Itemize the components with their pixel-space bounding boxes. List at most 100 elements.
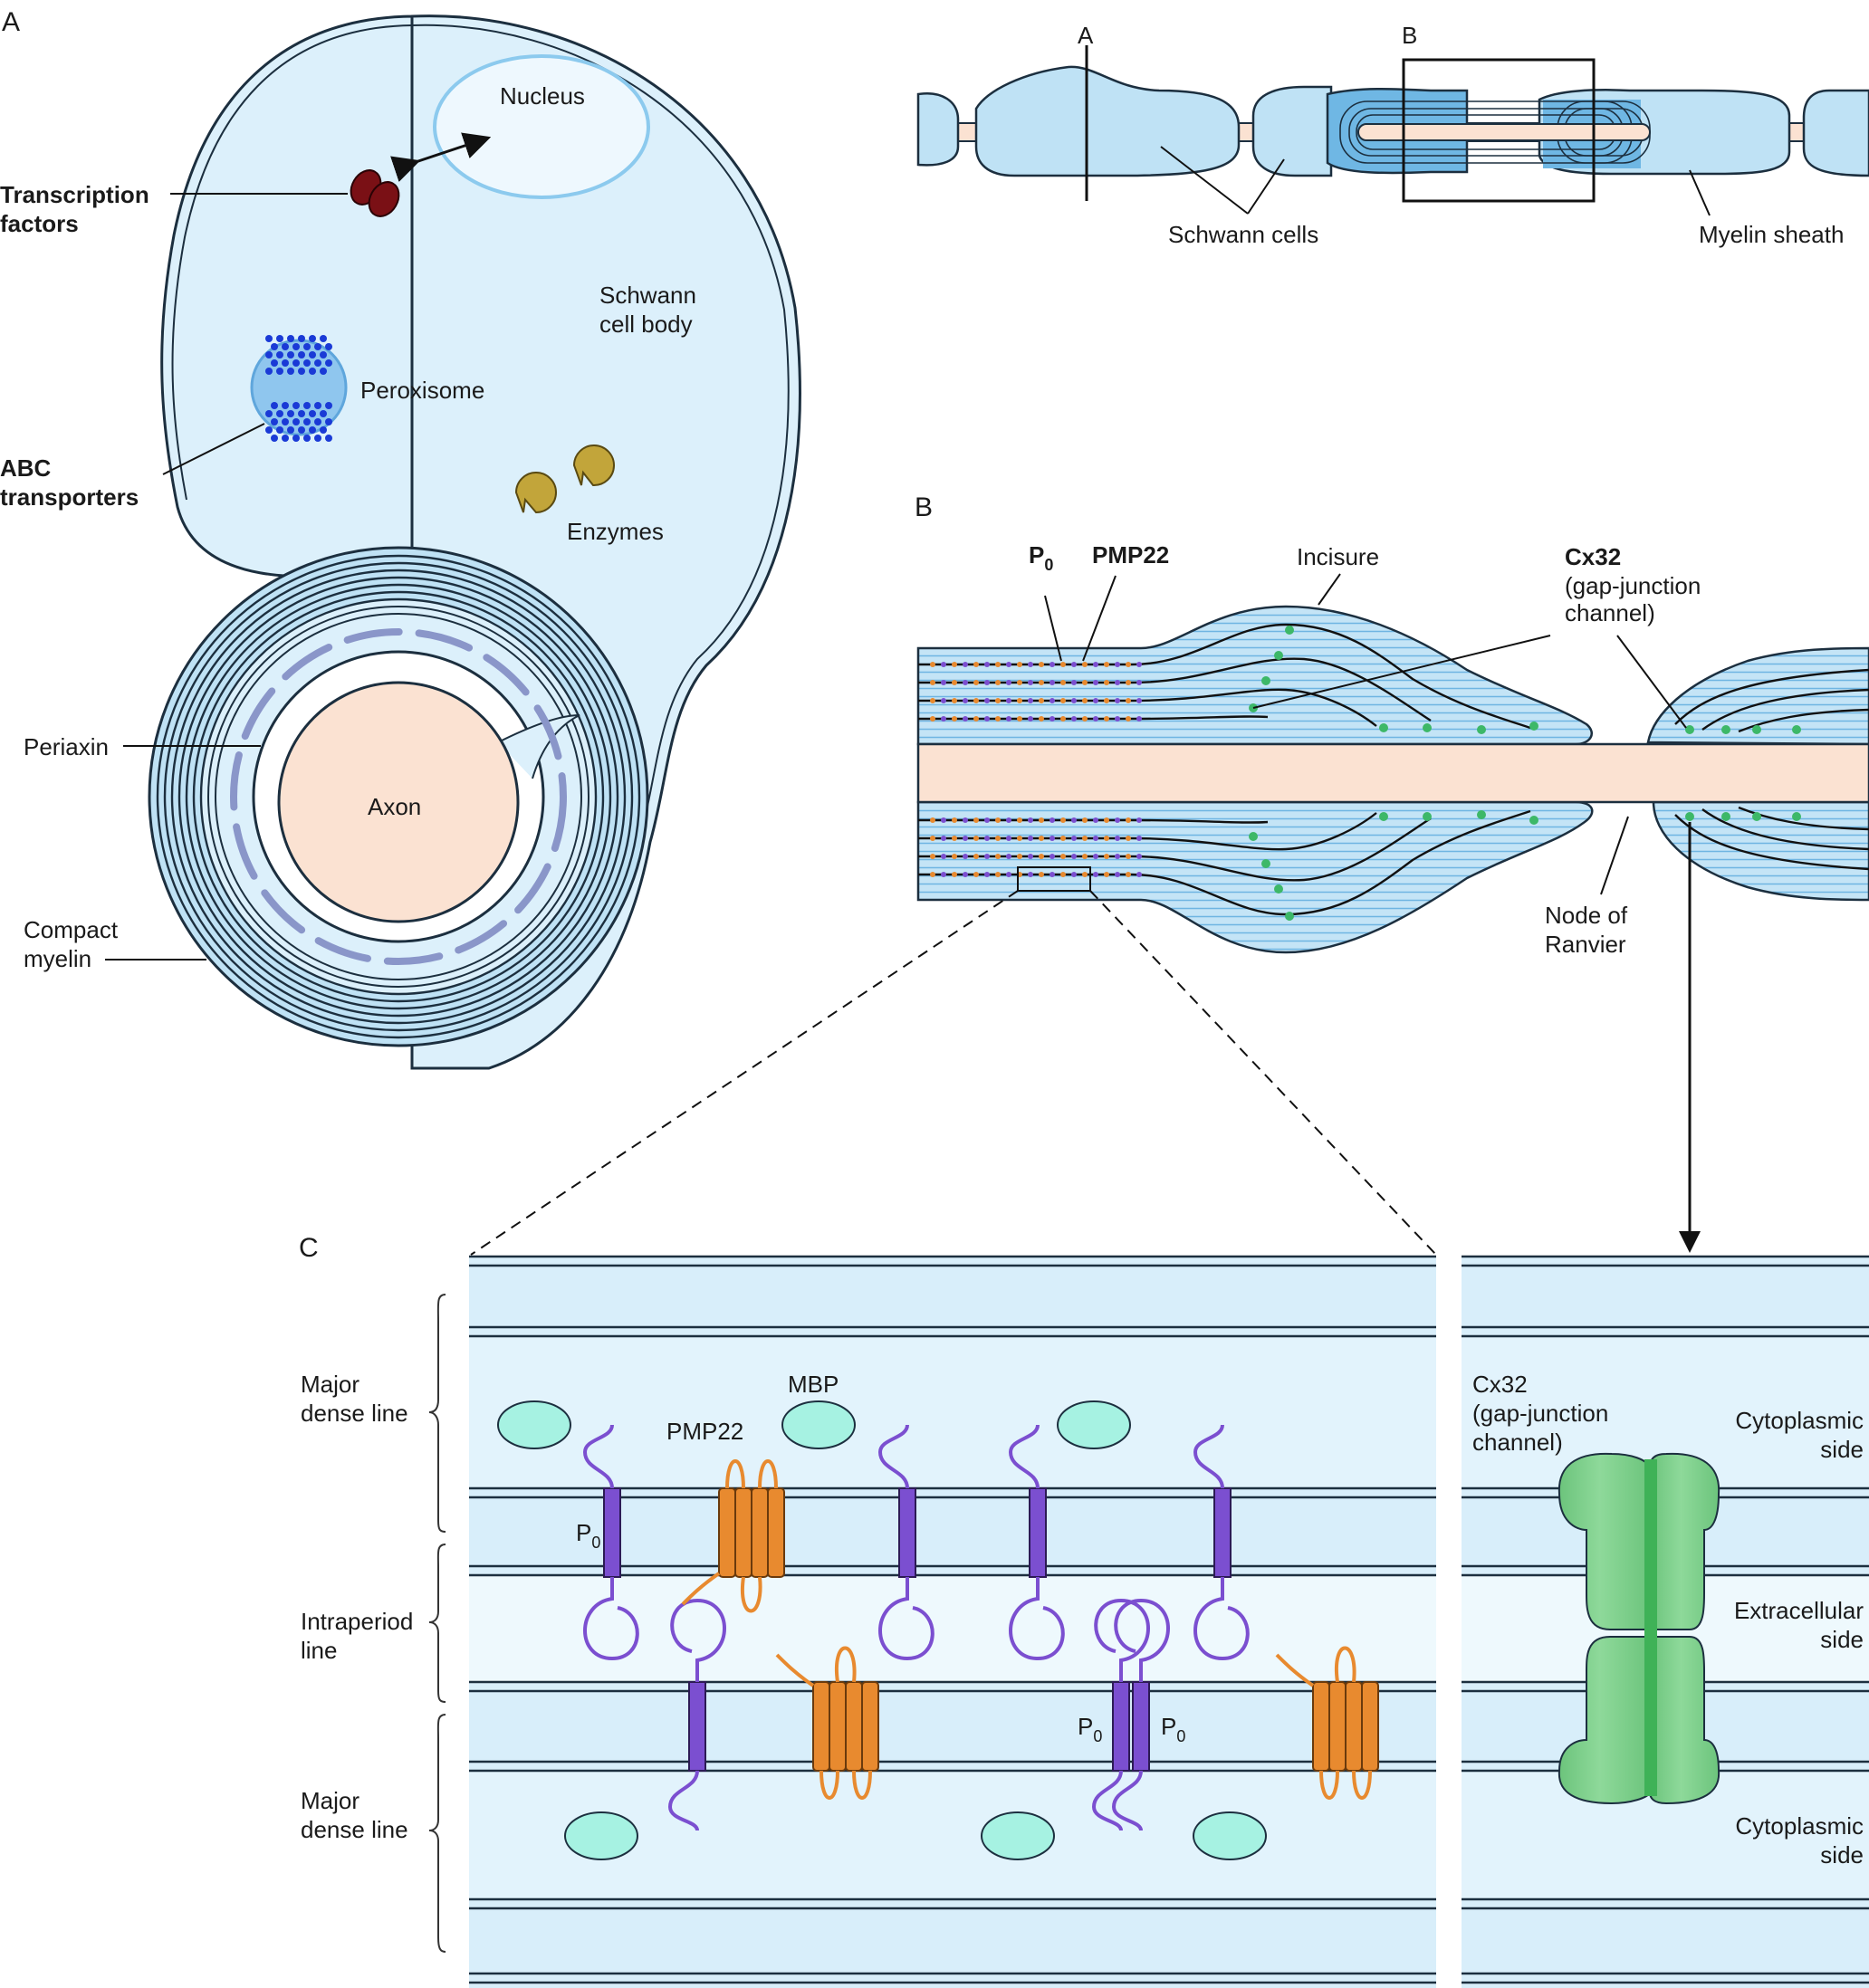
transcription-factor-2 — [368, 181, 400, 217]
cytoplasmic-side-bottom-2: side — [1820, 1841, 1864, 1869]
major-dense-line-top-2: dense line — [301, 1400, 408, 1427]
p0-dot — [1006, 716, 1011, 722]
panel-b-myelin-upper-left — [916, 605, 1593, 746]
transcription-factors-label: Transcription — [0, 181, 149, 208]
overview-cell-right-edge — [1802, 89, 1869, 177]
pmp22-dot — [930, 698, 935, 703]
p0-dot — [1071, 698, 1077, 703]
p0-dot — [1006, 854, 1011, 859]
p0-cytoplasmic-tail — [582, 1424, 614, 1489]
abc-transporter-bead — [282, 359, 289, 367]
schwann-cells-leader-1 — [1160, 146, 1249, 215]
abc-transporter-bead — [320, 368, 327, 375]
panel-c-membrane-stack — [469, 1255, 1436, 1988]
p0-dot — [1136, 716, 1142, 722]
pmp22-dot — [1017, 698, 1022, 703]
abc-transporter-bead — [292, 402, 300, 409]
p0-dot — [1028, 872, 1033, 877]
abc-transporter-bead — [314, 435, 321, 442]
abc-transporter-bead — [325, 418, 332, 425]
p0-label-3: P0 — [1161, 1713, 1185, 1745]
p0-transmembrane — [1112, 1681, 1130, 1772]
pmp22-dot — [1104, 817, 1109, 823]
pmp22-dot — [1017, 680, 1022, 685]
panel-c: C — [299, 1233, 1869, 1988]
abc-transporter-bead — [325, 359, 332, 367]
p0-dot — [1050, 698, 1055, 703]
p0-dot — [963, 872, 968, 877]
overview-schwann-cell-1 — [974, 65, 1241, 177]
abc-transporter-bead — [309, 335, 316, 342]
pmp22-dot — [1082, 698, 1088, 703]
p0-dot — [984, 680, 990, 685]
pmp22-dot — [1104, 662, 1109, 667]
pmp22-dot — [1082, 680, 1088, 685]
panel-a-letter: A — [2, 7, 20, 37]
transcription-factors-label-2: factors — [0, 210, 79, 237]
pmp22-helix — [829, 1681, 847, 1772]
major-dense-line-bottom-2: dense line — [301, 1816, 408, 1843]
pmp22-dot — [973, 716, 979, 722]
pmp22-dot — [1060, 698, 1066, 703]
abc-transporter-bead — [282, 418, 289, 425]
p0-transmembrane — [1132, 1681, 1150, 1772]
schwann-cells-label: Schwann cells — [1168, 221, 1318, 248]
pmp22-dot — [952, 698, 957, 703]
pmp22-dot — [1104, 716, 1109, 722]
abc-transporter-bead — [287, 368, 294, 375]
pmp22-extracellular-loop — [834, 1646, 857, 1683]
pmp22-loop — [1319, 1770, 1339, 1800]
p0-transmembrane — [688, 1681, 706, 1772]
abc-transporters-leader — [162, 423, 265, 475]
panel-b-incisure-leader — [1318, 573, 1341, 606]
p0-dot — [1093, 716, 1098, 722]
abc-transporter-bead — [276, 335, 283, 342]
panel-c-letter: C — [299, 1233, 319, 1263]
enzyme-1 — [514, 472, 557, 514]
panel-b-incisure-label: Incisure — [1297, 543, 1379, 570]
p0-dot — [941, 698, 946, 703]
p0-cytoplasmic-tail — [1111, 1770, 1143, 1831]
pmp22-dot — [995, 662, 1001, 667]
pmp22-dot — [995, 836, 1001, 841]
pmp22-helix — [751, 1487, 769, 1578]
peroxisome-label: Peroxisome — [360, 377, 484, 404]
p0-dot — [1115, 817, 1120, 823]
abc-transporter-bead — [298, 426, 305, 434]
pmp22-dot — [930, 817, 935, 823]
panel-b-pmp22-label: PMP22 — [1092, 541, 1169, 569]
p0-transmembrane — [1029, 1487, 1047, 1578]
abc-transporter-bead — [320, 351, 327, 358]
pmp22-dot — [1039, 872, 1044, 877]
pmp22-loop — [725, 1459, 745, 1489]
pmp22-dot — [995, 854, 1001, 859]
node-of-ranvier-label: Node of — [1545, 902, 1628, 929]
p0-cytoplasmic-tail — [877, 1424, 909, 1489]
abc-transporter-bead — [282, 402, 289, 409]
abc-transporter-bead — [303, 359, 311, 367]
abc-transporter-bead — [314, 343, 321, 350]
panel-b-letter: B — [915, 492, 933, 522]
p0-dot — [1050, 817, 1055, 823]
p0-extracellular-domain — [670, 1598, 726, 1682]
pmp22-helix — [1312, 1681, 1330, 1772]
abc-transporters-label-2: transporters — [0, 483, 139, 511]
cytoplasmic-side-bottom: Cytoplasmic — [1735, 1812, 1864, 1840]
abc-transporter-bead — [314, 402, 321, 409]
nucleus — [433, 54, 650, 199]
abc-transporter-bead — [287, 335, 294, 342]
pmp22-dot — [930, 836, 935, 841]
panel-c-braces — [428, 1294, 446, 1953]
p0-dot — [1050, 872, 1055, 877]
node-of-ranvier-label-2: Ranvier — [1545, 931, 1626, 958]
intraperiod-line-label-2: line — [301, 1637, 337, 1664]
section-marker-b: B — [1402, 22, 1417, 49]
p0-dot — [963, 836, 968, 841]
pmp22-loop — [819, 1770, 839, 1800]
abc-transporter-bead — [309, 410, 316, 417]
p0-dot — [941, 817, 946, 823]
pmp22-extracellular-loop — [1334, 1646, 1356, 1683]
pmp22-dot — [973, 698, 979, 703]
mbp-label: MBP — [788, 1371, 839, 1398]
